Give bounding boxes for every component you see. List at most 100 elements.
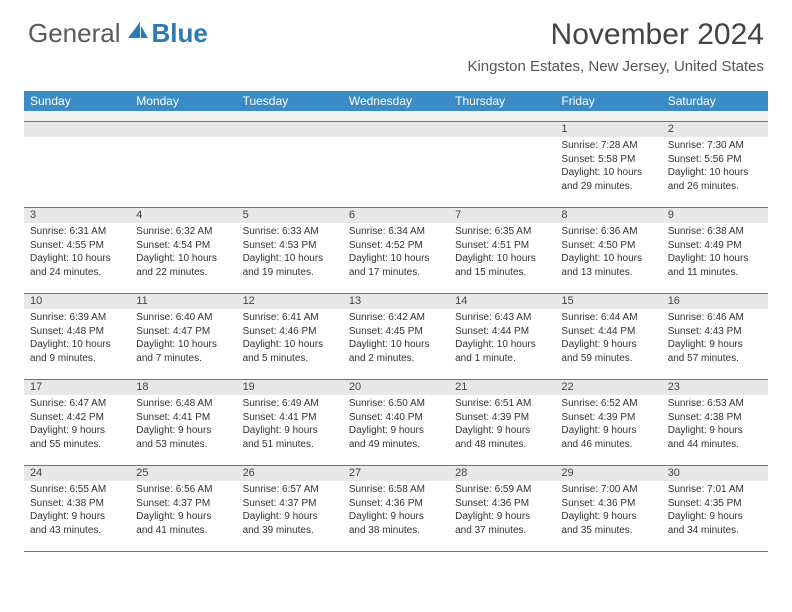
daylight-line: Daylight: 9 hours and 57 minutes. (668, 338, 762, 365)
day-number-cell: 30 (662, 465, 768, 481)
daylight-line: Daylight: 10 hours and 2 minutes. (349, 338, 443, 365)
day-of-week-header: Wednesday (343, 91, 449, 111)
day-number-cell: 20 (343, 379, 449, 395)
sunset-line: Sunset: 4:53 PM (243, 239, 337, 253)
daylight-line: Daylight: 9 hours and 51 minutes. (243, 424, 337, 451)
daylight-line: Daylight: 9 hours and 43 minutes. (30, 510, 124, 537)
sunset-line: Sunset: 4:52 PM (349, 239, 443, 253)
day-number-cell: 16 (662, 293, 768, 309)
sunset-line: Sunset: 4:39 PM (455, 411, 549, 425)
sunrise-line: Sunrise: 6:42 AM (349, 311, 443, 325)
day-number-row: 12 (24, 121, 768, 137)
day-number-row: 10111213141516 (24, 293, 768, 309)
daylight-line: Daylight: 10 hours and 5 minutes. (243, 338, 337, 365)
sunset-line: Sunset: 4:47 PM (136, 325, 230, 339)
day-content-cell (24, 137, 130, 207)
sunrise-line: Sunrise: 6:52 AM (561, 397, 655, 411)
day-number-cell (130, 121, 236, 137)
daylight-line: Daylight: 9 hours and 38 minutes. (349, 510, 443, 537)
sunrise-line: Sunrise: 6:33 AM (243, 225, 337, 239)
sunset-line: Sunset: 4:55 PM (30, 239, 124, 253)
daylight-line: Daylight: 9 hours and 34 minutes. (668, 510, 762, 537)
day-number-cell (449, 121, 555, 137)
day-content-cell: Sunrise: 6:52 AMSunset: 4:39 PMDaylight:… (555, 395, 661, 465)
day-number-cell: 17 (24, 379, 130, 395)
day-content-cell: Sunrise: 6:35 AMSunset: 4:51 PMDaylight:… (449, 223, 555, 293)
spacer-cell (343, 111, 449, 121)
daylight-line: Daylight: 10 hours and 13 minutes. (561, 252, 655, 279)
sunset-line: Sunset: 4:44 PM (561, 325, 655, 339)
calendar-body: 12Sunrise: 7:28 AMSunset: 5:58 PMDayligh… (24, 111, 768, 551)
sunrise-line: Sunrise: 6:41 AM (243, 311, 337, 325)
daylight-line: Daylight: 10 hours and 15 minutes. (455, 252, 549, 279)
day-of-week-header: Tuesday (237, 91, 343, 111)
day-number-cell: 14 (449, 293, 555, 309)
sunrise-line: Sunrise: 6:36 AM (561, 225, 655, 239)
daylight-line: Daylight: 9 hours and 55 minutes. (30, 424, 124, 451)
day-content-cell: Sunrise: 6:46 AMSunset: 4:43 PMDaylight:… (662, 309, 768, 379)
spacer-cell (555, 111, 661, 121)
day-number-cell: 22 (555, 379, 661, 395)
sunrise-line: Sunrise: 6:53 AM (668, 397, 762, 411)
day-number-cell (237, 121, 343, 137)
day-number-cell: 18 (130, 379, 236, 395)
daylight-line: Daylight: 9 hours and 44 minutes. (668, 424, 762, 451)
day-content-cell (449, 137, 555, 207)
daylight-line: Daylight: 9 hours and 41 minutes. (136, 510, 230, 537)
day-number-cell: 15 (555, 293, 661, 309)
day-content-cell: Sunrise: 6:59 AMSunset: 4:36 PMDaylight:… (449, 481, 555, 551)
day-number-cell: 3 (24, 207, 130, 223)
spacer-cell (449, 111, 555, 121)
day-number-row: 24252627282930 (24, 465, 768, 481)
day-of-week-header: Sunday (24, 91, 130, 111)
day-content-row: Sunrise: 6:55 AMSunset: 4:38 PMDaylight:… (24, 481, 768, 551)
sunset-line: Sunset: 4:45 PM (349, 325, 443, 339)
calendar-head: SundayMondayTuesdayWednesdayThursdayFrid… (24, 91, 768, 111)
day-content-cell: Sunrise: 6:36 AMSunset: 4:50 PMDaylight:… (555, 223, 661, 293)
sunset-line: Sunset: 4:39 PM (561, 411, 655, 425)
daylight-line: Daylight: 9 hours and 46 minutes. (561, 424, 655, 451)
day-content-cell (130, 137, 236, 207)
day-content-cell: Sunrise: 6:50 AMSunset: 4:40 PMDaylight:… (343, 395, 449, 465)
sunrise-line: Sunrise: 6:31 AM (30, 225, 124, 239)
sunset-line: Sunset: 5:58 PM (561, 153, 655, 167)
sunrise-line: Sunrise: 6:46 AM (668, 311, 762, 325)
day-content-cell: Sunrise: 6:43 AMSunset: 4:44 PMDaylight:… (449, 309, 555, 379)
spacer-cell (662, 111, 768, 121)
day-content-cell: Sunrise: 6:47 AMSunset: 4:42 PMDaylight:… (24, 395, 130, 465)
sunset-line: Sunset: 4:43 PM (668, 325, 762, 339)
day-content-cell: Sunrise: 7:30 AMSunset: 5:56 PMDaylight:… (662, 137, 768, 207)
day-number-cell: 7 (449, 207, 555, 223)
day-number-cell: 21 (449, 379, 555, 395)
day-content-row: Sunrise: 7:28 AMSunset: 5:58 PMDaylight:… (24, 137, 768, 207)
sunrise-line: Sunrise: 6:58 AM (349, 483, 443, 497)
daylight-line: Daylight: 10 hours and 9 minutes. (30, 338, 124, 365)
title-block: November 2024 Kingston Estates, New Jers… (467, 18, 764, 75)
daylight-line: Daylight: 10 hours and 19 minutes. (243, 252, 337, 279)
sunrise-line: Sunrise: 6:38 AM (668, 225, 762, 239)
sunrise-line: Sunrise: 6:32 AM (136, 225, 230, 239)
header: General Blue November 2024 Kingston Esta… (0, 0, 792, 83)
sunrise-line: Sunrise: 6:49 AM (243, 397, 337, 411)
day-content-cell: Sunrise: 7:28 AMSunset: 5:58 PMDaylight:… (555, 137, 661, 207)
sunrise-line: Sunrise: 6:51 AM (455, 397, 549, 411)
sunset-line: Sunset: 4:37 PM (136, 497, 230, 511)
sunset-line: Sunset: 4:36 PM (349, 497, 443, 511)
sunset-line: Sunset: 4:41 PM (243, 411, 337, 425)
day-number-cell: 8 (555, 207, 661, 223)
sunrise-line: Sunrise: 6:44 AM (561, 311, 655, 325)
logo-text-blue: Blue (152, 18, 208, 49)
daylight-line: Daylight: 10 hours and 22 minutes. (136, 252, 230, 279)
day-content-cell: Sunrise: 6:41 AMSunset: 4:46 PMDaylight:… (237, 309, 343, 379)
sunset-line: Sunset: 4:41 PM (136, 411, 230, 425)
daylight-line: Daylight: 10 hours and 24 minutes. (30, 252, 124, 279)
day-number-cell: 13 (343, 293, 449, 309)
logo: General Blue (28, 18, 208, 49)
day-content-cell: Sunrise: 6:38 AMSunset: 4:49 PMDaylight:… (662, 223, 768, 293)
day-content-cell: Sunrise: 6:39 AMSunset: 4:48 PMDaylight:… (24, 309, 130, 379)
sunrise-line: Sunrise: 7:30 AM (668, 139, 762, 153)
sunrise-line: Sunrise: 6:35 AM (455, 225, 549, 239)
daylight-line: Daylight: 10 hours and 26 minutes. (668, 166, 762, 193)
daylight-line: Daylight: 9 hours and 59 minutes. (561, 338, 655, 365)
sunset-line: Sunset: 4:48 PM (30, 325, 124, 339)
